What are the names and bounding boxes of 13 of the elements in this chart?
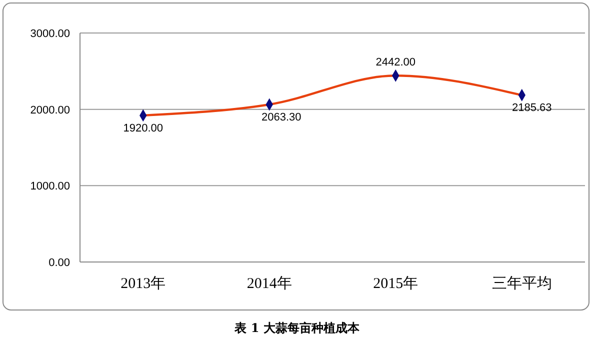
y-tick-label: 1000.00 [30,180,70,193]
data-label: 1920.00 [123,122,164,134]
data-label: 2185.63 [512,102,552,114]
x-tick-label: 2013年 [120,275,166,292]
x-tick-label: 2015年 [373,275,418,292]
x-tick-label: 三年平均 [492,275,552,292]
y-tick-label: 2000.00 [30,104,70,116]
data-label: 2063.30 [261,112,302,124]
data-label: 2442.00 [376,56,416,69]
text: 表 1 大蒜每亩种植成本 [234,321,360,335]
y-tick-label: 3000.00 [30,28,70,40]
x-tick-label: 2014年 [246,275,292,292]
y-tick-label: 0.00 [48,257,70,269]
